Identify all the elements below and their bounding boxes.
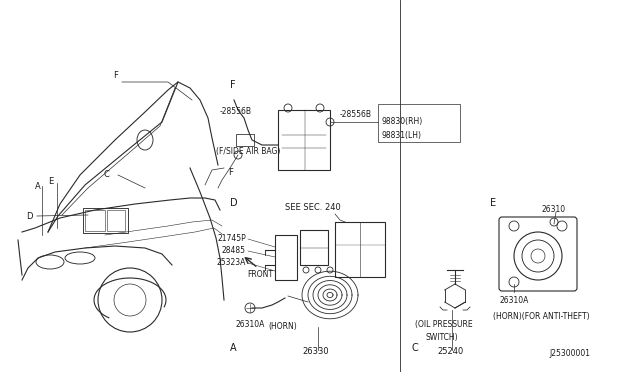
Text: F: F (228, 168, 233, 177)
Text: D: D (230, 198, 237, 208)
Text: 28485: 28485 (222, 246, 246, 255)
Bar (85, 210, 105, 231)
Text: C: C (412, 343, 419, 353)
Text: 26310A: 26310A (235, 320, 264, 329)
Text: SWITCH): SWITCH) (425, 333, 458, 342)
Bar (278, 110, 330, 170)
Bar (275, 235, 297, 280)
Text: F: F (113, 71, 118, 80)
Text: C: C (103, 170, 109, 179)
Text: 25240: 25240 (437, 347, 463, 356)
Text: 21745P: 21745P (217, 234, 246, 243)
Text: J25300001: J25300001 (549, 349, 590, 358)
Text: FRONT: FRONT (247, 270, 273, 279)
Text: A: A (230, 343, 237, 353)
Text: 26330: 26330 (302, 347, 328, 356)
Text: SEE SEC. 240: SEE SEC. 240 (285, 203, 340, 212)
Text: -28556B: -28556B (220, 107, 252, 116)
Text: (OIL PRESSURE: (OIL PRESSURE (415, 320, 472, 329)
Text: F: F (230, 80, 236, 90)
Text: 26310: 26310 (542, 205, 566, 214)
Text: (HORN)(FOR ANTI-THEFT): (HORN)(FOR ANTI-THEFT) (493, 312, 589, 321)
Bar (300, 230, 328, 265)
Text: -28556B: -28556B (340, 110, 372, 119)
Text: (HORN): (HORN) (268, 322, 297, 331)
Bar (378, 104, 460, 142)
Text: E: E (490, 198, 496, 208)
Bar (335, 222, 385, 277)
Text: (F/SIDE AIR BAG): (F/SIDE AIR BAG) (216, 147, 280, 156)
Text: 26310A: 26310A (500, 296, 529, 305)
Text: A: A (35, 182, 41, 191)
Text: 25323A: 25323A (216, 258, 246, 267)
Bar (236, 134, 254, 146)
Text: 98831(LH): 98831(LH) (382, 131, 422, 140)
Text: 98830(RH): 98830(RH) (382, 117, 423, 126)
Bar (83, 208, 128, 233)
Bar (107, 210, 125, 231)
Text: E: E (49, 177, 54, 186)
Text: D: D (26, 212, 32, 221)
